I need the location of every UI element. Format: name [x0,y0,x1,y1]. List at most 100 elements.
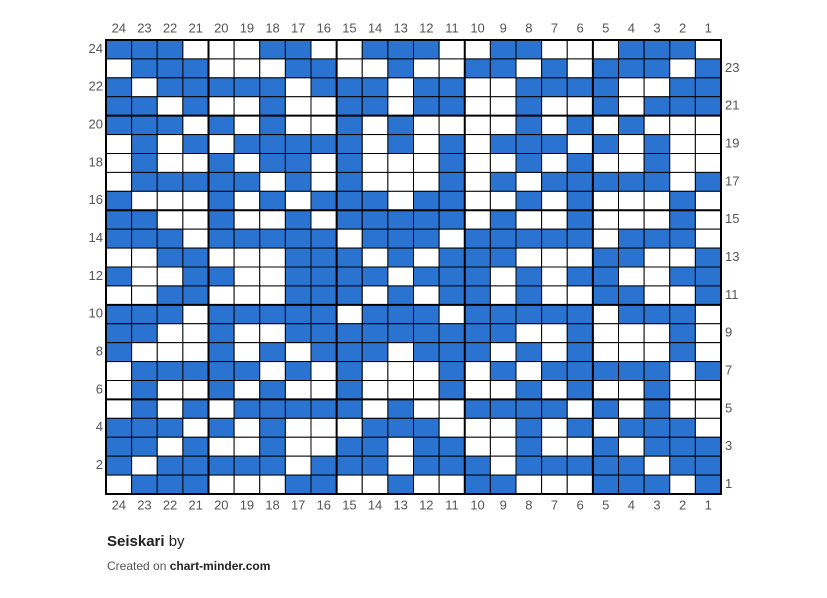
cell [208,115,235,136]
cell [413,361,440,382]
cell [438,304,466,325]
cell [592,266,619,287]
cell [438,115,466,136]
cell [489,115,517,136]
cell [336,209,363,230]
cell [284,285,312,306]
column-label: 2 [679,20,686,35]
cell [413,190,440,211]
column-label: 17 [291,20,305,35]
cell [541,153,568,173]
cell [489,171,517,192]
cell [233,115,261,136]
column-label: 8 [525,497,532,512]
cell [387,96,414,117]
cell [336,304,363,325]
cell [208,361,235,382]
cell [310,247,338,268]
row-label: 23 [725,60,739,75]
cell [131,77,158,98]
cell [413,342,440,363]
cell [208,417,235,438]
cell [413,58,440,79]
cell [618,209,645,230]
row-label: 8 [96,344,103,359]
cell [156,266,184,287]
cell [259,39,286,60]
cell [310,380,338,400]
cell [694,153,722,173]
cell [438,171,466,192]
cell [182,455,209,476]
cell [131,285,158,306]
cell [669,77,696,98]
column-label: 3 [653,20,660,35]
cell [566,247,594,268]
cell [566,115,594,136]
cell [284,58,312,79]
cell [464,342,491,363]
cell [618,455,645,476]
cell [694,58,722,79]
cell [156,228,184,249]
cell [336,342,363,363]
cell [131,474,158,495]
cell [131,304,158,325]
cell [105,380,133,400]
cell [541,455,568,476]
cell [643,455,671,476]
cell [156,96,184,117]
column-label: 8 [525,20,532,35]
cell [515,153,543,173]
cell [592,247,619,268]
cell [156,380,184,400]
cell [233,474,261,495]
column-label: 24 [112,497,126,512]
cell [361,361,389,382]
column-label: 7 [551,20,558,35]
row-label: 3 [725,438,732,453]
cell [669,285,696,306]
cell [284,190,312,211]
column-label: 6 [576,20,583,35]
cell [694,209,722,230]
cell [618,398,645,419]
cell [310,361,338,382]
cell [105,39,133,60]
cell [592,58,619,79]
cell [284,153,312,173]
column-label: 11 [445,497,459,512]
cell [643,342,671,363]
cell [387,304,414,325]
cell [310,455,338,476]
cell [643,247,671,268]
cell [541,39,568,60]
column-label: 14 [368,497,382,512]
cell [105,398,133,419]
cell [566,436,594,457]
cell [413,228,440,249]
cell [156,134,184,154]
cell [643,361,671,382]
cell [541,58,568,79]
cell [233,153,261,173]
cell [310,96,338,117]
cell [361,342,389,363]
cell [182,247,209,268]
cell [694,115,722,136]
column-label: 7 [551,497,558,512]
cell [515,474,543,495]
cell [413,247,440,268]
cell [310,285,338,306]
cell [669,209,696,230]
cell [131,380,158,400]
cell [208,455,235,476]
cell [361,153,389,173]
cell [284,209,312,230]
cell [438,228,466,249]
cell [131,39,158,60]
cell [208,228,235,249]
cell [284,323,312,344]
cell [694,39,722,60]
